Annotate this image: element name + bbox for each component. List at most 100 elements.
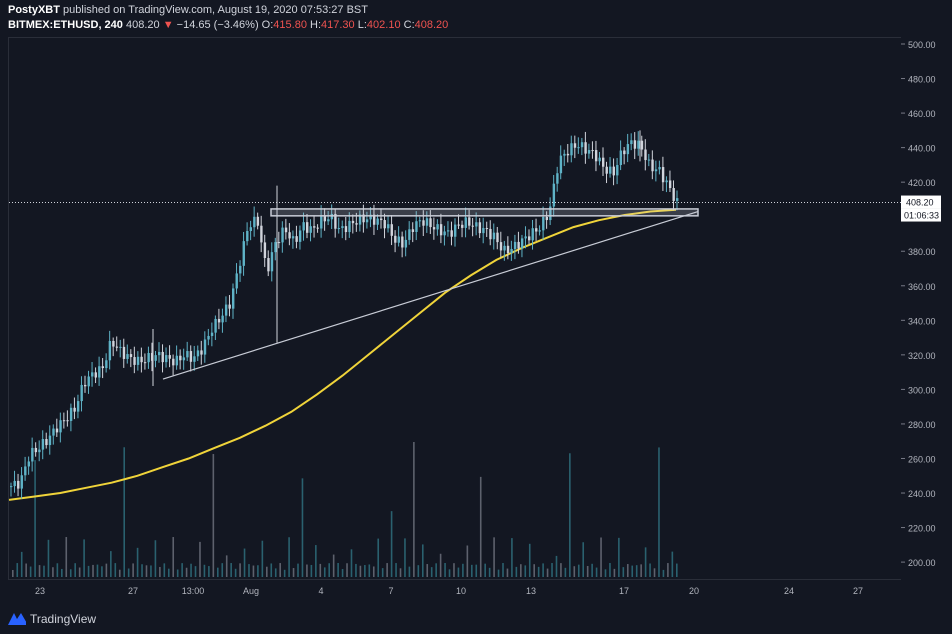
volume-bar	[239, 563, 241, 577]
candle-body	[436, 224, 439, 230]
volume-bar	[355, 563, 357, 577]
current-price-label: 408.20	[906, 198, 934, 208]
volume-bar	[123, 447, 126, 577]
volume-bar	[225, 555, 228, 577]
candle-body	[112, 340, 115, 347]
candle-body	[415, 221, 418, 232]
candle-body	[172, 358, 175, 366]
volume-bar	[671, 551, 674, 577]
candle-body	[270, 252, 274, 272]
candle-body	[372, 214, 376, 225]
price-chart[interactable]: 500.00480.00460.00440.00420.00400.00380.…	[0, 0, 952, 604]
candle-body	[513, 241, 517, 249]
candle-body	[41, 439, 45, 450]
volume-bar	[159, 566, 161, 577]
candle-body	[580, 142, 584, 148]
brand-label: TradingView	[30, 612, 97, 626]
volume-bar	[34, 460, 36, 577]
candle-body	[228, 304, 231, 309]
candle-body	[196, 350, 200, 357]
candle-body	[133, 357, 136, 365]
candle-body	[612, 166, 615, 176]
volume-bar	[16, 563, 19, 577]
volume-bar	[381, 568, 384, 577]
candle-body	[369, 214, 372, 220]
candle-body	[418, 220, 422, 222]
volume-bar	[141, 564, 143, 577]
candle-body	[122, 346, 126, 359]
volume-bar	[96, 564, 99, 577]
volume-bar	[270, 563, 273, 577]
candle-body	[20, 475, 23, 489]
tradingview-logo[interactable]: TradingView	[8, 612, 96, 626]
candle-body	[337, 228, 341, 230]
candle-body	[182, 357, 186, 361]
volume-bar	[569, 453, 571, 577]
time-tick-label: 4	[318, 586, 323, 596]
candle-body	[633, 140, 637, 149]
symbol-name[interactable]: BITMEX:ETHUSD, 240	[8, 19, 123, 31]
candle-body	[98, 366, 101, 378]
candle-body	[630, 140, 633, 145]
candle-body	[126, 354, 129, 359]
price-tick-label: 260.00	[908, 454, 936, 464]
volume-bar	[283, 569, 286, 577]
candle-body	[637, 140, 640, 149]
volume-bar	[74, 563, 76, 577]
volume-bar	[511, 538, 513, 577]
candle-body	[147, 352, 150, 363]
candle-body	[323, 215, 327, 222]
candle-body	[626, 144, 630, 155]
chart-pane[interactable]	[8, 37, 901, 580]
candle-body	[260, 225, 263, 243]
volume-bar	[132, 563, 134, 577]
price-tick-label: 220.00	[908, 524, 936, 534]
candle-body	[640, 140, 644, 150]
candle-body	[394, 235, 397, 243]
volume-bar	[644, 547, 647, 577]
price-tick-label: 200.00	[908, 558, 936, 568]
volume-bar	[439, 553, 442, 577]
volume-bar	[404, 538, 406, 577]
last-price: 408.20	[125, 19, 160, 31]
time-tick-label: 10	[456, 586, 466, 596]
author-name[interactable]: PostyXBT	[8, 4, 60, 16]
candle-body	[542, 216, 545, 231]
volume-bar	[56, 563, 59, 577]
price-tick-label: 420.00	[908, 178, 936, 188]
volume-bar	[25, 563, 27, 577]
candle-body	[552, 183, 556, 207]
volume-bar	[176, 569, 179, 577]
candle-body	[520, 238, 524, 249]
high-label: H:	[310, 19, 322, 31]
candle-body	[668, 180, 672, 189]
time-tick-label: 27	[853, 586, 863, 596]
candle-body	[186, 351, 189, 358]
close-value: 408.20	[414, 19, 449, 31]
candle-body	[73, 407, 76, 412]
candle-body	[647, 159, 651, 161]
volume-bar	[101, 566, 103, 577]
candle-body	[566, 153, 570, 156]
time-tick-label: Aug	[243, 586, 259, 596]
candle-body	[446, 230, 450, 232]
candle-body	[609, 166, 612, 174]
volume-bar	[185, 567, 188, 577]
candle-body	[390, 224, 393, 236]
volume-bar	[315, 545, 317, 577]
candle-body	[217, 318, 221, 323]
candle-body	[94, 372, 97, 378]
time-tick-label: 13	[526, 586, 536, 596]
candle-body	[654, 169, 658, 172]
candle-body	[457, 224, 460, 226]
volume-bar	[118, 569, 121, 577]
candle-body	[545, 216, 549, 221]
candle-body	[461, 224, 464, 228]
candle-body	[478, 222, 482, 234]
volume-bar	[533, 564, 535, 577]
candle-body	[499, 242, 503, 251]
candle-body	[651, 159, 654, 172]
candle-body	[295, 236, 298, 242]
volume-bar	[502, 563, 504, 577]
candle-body	[591, 150, 594, 152]
